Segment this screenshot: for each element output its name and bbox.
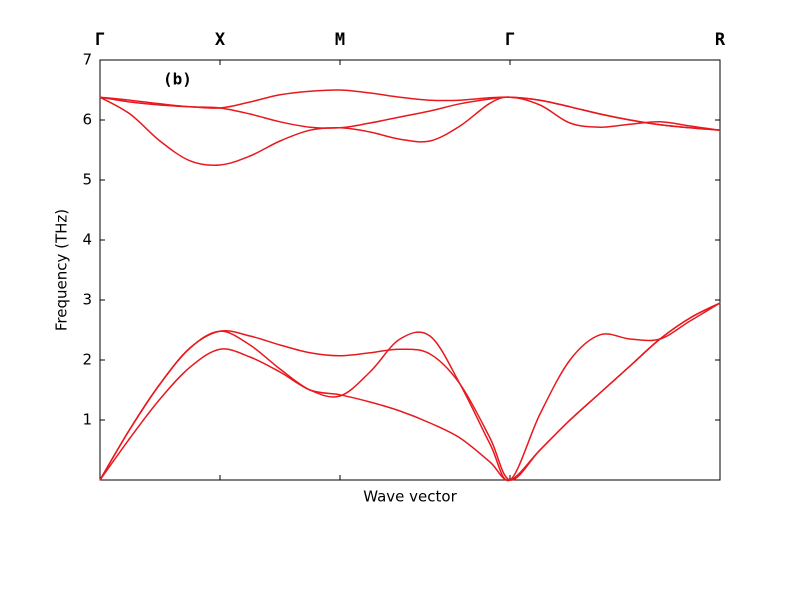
x-tick-label: X bbox=[215, 30, 226, 50]
band-line bbox=[99, 302, 721, 481]
band-line bbox=[99, 302, 721, 482]
x-tick-label: Γ bbox=[95, 30, 105, 50]
y-tick-label: 5 bbox=[82, 171, 92, 189]
y-tick-label: 3 bbox=[82, 291, 92, 309]
y-tick-label: 1 bbox=[82, 411, 92, 429]
y-tick-label: 6 bbox=[82, 111, 92, 129]
annotation: (b) bbox=[163, 70, 192, 89]
band-line bbox=[99, 96, 721, 166]
x-axis-label: Wave vector bbox=[363, 488, 457, 506]
x-tick-label: M bbox=[335, 30, 345, 50]
y-tick-label: 4 bbox=[82, 231, 92, 249]
y-tick-label: 7 bbox=[82, 51, 92, 69]
y-axis-label: Frequency (THz) bbox=[53, 209, 71, 331]
x-tick-label: R bbox=[715, 30, 726, 50]
x-tick-label: Γ bbox=[505, 30, 515, 50]
band-line bbox=[99, 302, 721, 481]
band-line bbox=[99, 89, 721, 131]
plot-frame bbox=[99, 59, 721, 481]
y-tick-label: 2 bbox=[82, 351, 92, 369]
